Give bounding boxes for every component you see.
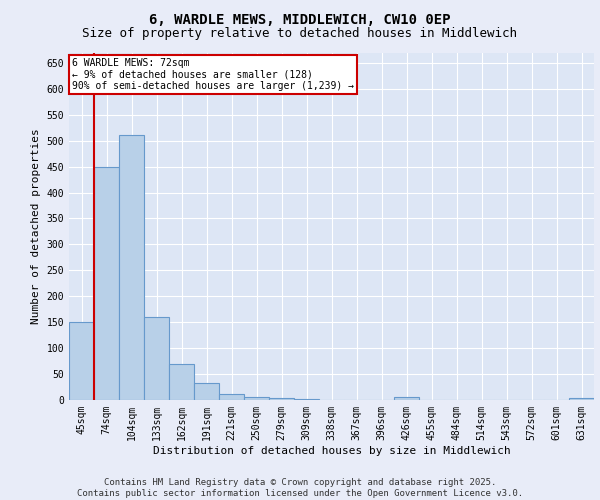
Text: 6 WARDLE MEWS: 72sqm
← 9% of detached houses are smaller (128)
90% of semi-detac: 6 WARDLE MEWS: 72sqm ← 9% of detached ho…: [71, 58, 353, 91]
Bar: [394, 398, 419, 400]
Text: 6, WARDLE MEWS, MIDDLEWICH, CW10 0EP: 6, WARDLE MEWS, MIDDLEWICH, CW10 0EP: [149, 12, 451, 26]
Bar: [194, 384, 219, 400]
Bar: [169, 364, 194, 400]
Y-axis label: Number of detached properties: Number of detached properties: [31, 128, 41, 324]
Bar: [244, 397, 269, 400]
Bar: [569, 398, 594, 400]
Text: Size of property relative to detached houses in Middlewich: Size of property relative to detached ho…: [83, 28, 517, 40]
Bar: [119, 136, 144, 400]
Text: Contains HM Land Registry data © Crown copyright and database right 2025.
Contai: Contains HM Land Registry data © Crown c…: [77, 478, 523, 498]
Bar: [294, 399, 319, 400]
Bar: [94, 166, 119, 400]
Bar: [69, 322, 94, 400]
X-axis label: Distribution of detached houses by size in Middlewich: Distribution of detached houses by size …: [152, 446, 511, 456]
Bar: [269, 398, 294, 400]
Bar: [144, 317, 169, 400]
Bar: [219, 394, 244, 400]
